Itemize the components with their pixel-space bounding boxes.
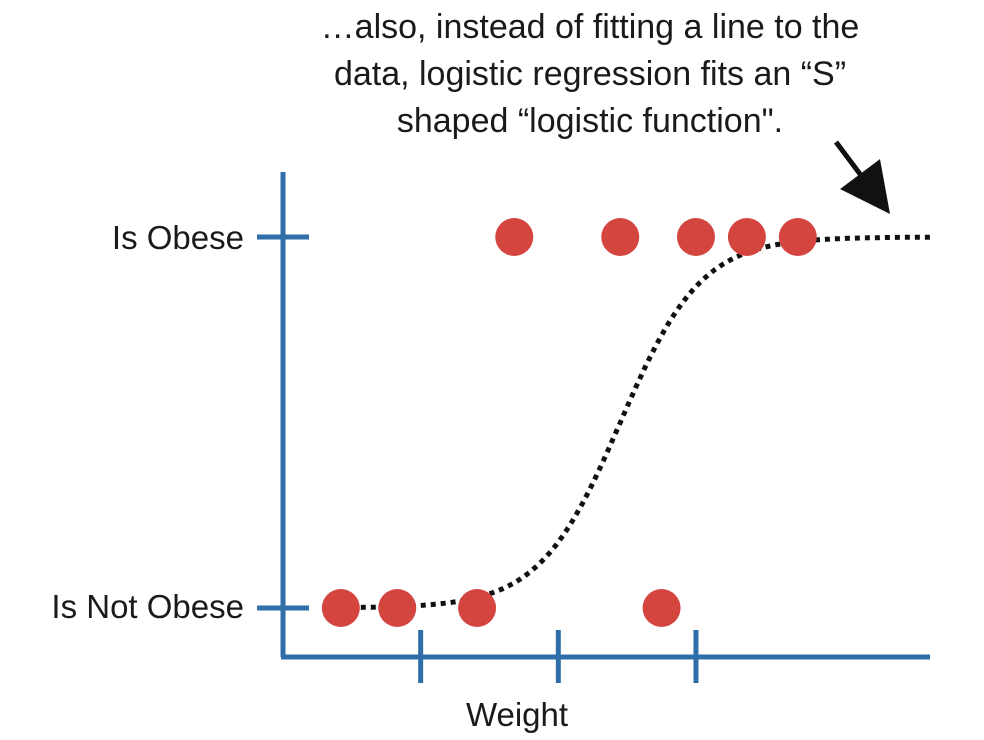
- annotation-line-3: shaped “logistic function".: [396, 102, 784, 140]
- data-point-obese-5: [495, 218, 534, 256]
- data-point-not-obese-1: [321, 589, 360, 627]
- data-point-obese-6: [601, 218, 640, 256]
- annotation-arrow: [834, 140, 890, 214]
- data-point-not-obese-3: [458, 589, 497, 627]
- y-tick-label-not-obese: Is Not Obese: [51, 588, 244, 625]
- annotation-line-1: …also, instead of fitting a line to the: [320, 8, 860, 46]
- data-point-obese-9: [778, 218, 817, 256]
- data-point-obese-8: [727, 218, 766, 256]
- logistic-curve: [340, 234, 930, 611]
- y-tick-label-obese: Is Obese: [112, 219, 244, 256]
- data-point-not-obese-4: [642, 589, 681, 627]
- x-axis-label: Weight: [466, 696, 568, 733]
- annotation-text: …also, instead of fitting a line to the …: [250, 4, 930, 145]
- data-point-not-obese-2: [378, 589, 417, 627]
- data-point-obese-7: [676, 218, 715, 256]
- annotation-line-2: data, logistic regression fits an “S”: [333, 55, 847, 93]
